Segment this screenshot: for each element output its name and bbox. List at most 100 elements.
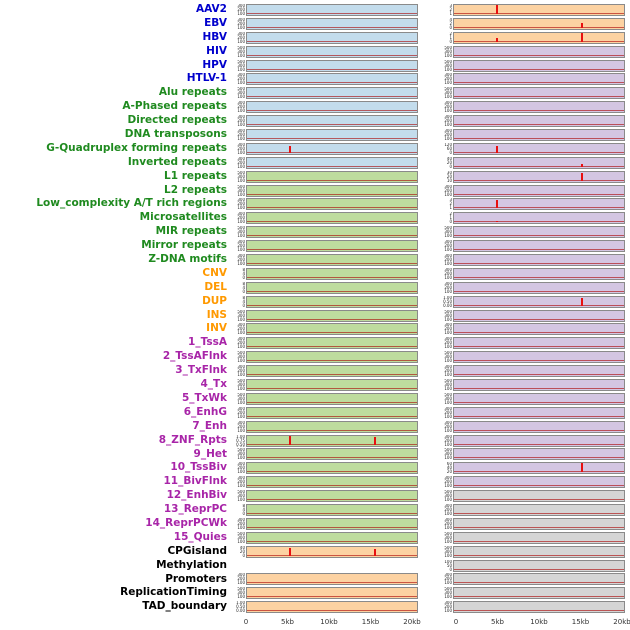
y-axis-ticks-left: 500 300 100	[230, 393, 246, 405]
y-tick-label: 300	[237, 253, 245, 258]
y-tick-label: 300	[237, 493, 245, 499]
y-tick-label: 200	[444, 423, 452, 429]
y-tick-label: 100	[444, 552, 452, 558]
row-label: EBV	[204, 16, 227, 29]
y-tick-label: 0	[449, 24, 452, 30]
y-tick-label: 300	[237, 323, 245, 328]
y-axis-ticks-right: 300 200 100	[418, 365, 453, 377]
y-tick-label: 100	[444, 497, 452, 503]
y-axis-ticks-right: 500 300 100	[418, 310, 453, 322]
zero-baseline	[454, 332, 624, 334]
y-axis-ticks-left: 300 200 100	[230, 337, 246, 349]
y-axis-ticks-right: 300 200 100	[418, 129, 453, 141]
track-panel-right	[453, 462, 625, 475]
zero-baseline	[454, 429, 624, 431]
y-tick-label: 300	[237, 354, 245, 360]
row-label: 2_TssAFlnk	[162, 350, 227, 363]
zero-baseline	[454, 485, 624, 487]
y-tick-label: 500	[237, 170, 245, 175]
y-axis-ticks-left: 1.00 0.50 0.00	[230, 601, 246, 613]
y-tick-label: 300	[444, 354, 452, 360]
y-tick-label: 2	[449, 6, 452, 12]
y-tick-label: 200	[237, 20, 245, 26]
zero-baseline	[247, 137, 417, 139]
row-label: CNV	[202, 266, 227, 279]
track-panel-left	[246, 504, 418, 516]
zero-baseline	[247, 457, 417, 459]
y-tick-label: 0.50	[236, 604, 245, 610]
zero-baseline	[247, 318, 417, 320]
y-axis-ticks-right: 500 300 100	[418, 393, 453, 405]
track-row: ReplicationTiming 500 300 100 500 300 100	[0, 586, 630, 600]
zero-baseline	[247, 332, 417, 334]
zero-baseline	[247, 276, 417, 278]
track-panel-left	[246, 323, 418, 336]
y-tick-label: 500	[237, 309, 245, 314]
y-tick-label: 200	[444, 437, 452, 443]
y-tick-label: 300	[444, 573, 452, 578]
row-label: Low_complexity A/T rich regions	[36, 197, 227, 210]
y-tick-label: 200	[444, 576, 452, 582]
track-row: CPGisland 40 20 0 500 300 100	[0, 545, 630, 559]
y-tick-label: 200	[237, 6, 245, 12]
zero-baseline	[247, 429, 417, 431]
y-tick-label: 500	[237, 59, 245, 64]
y-axis-ticks-right: 300 200 100	[418, 407, 453, 419]
y-tick-label: 300	[237, 173, 245, 179]
y-tick-label: 300	[444, 601, 452, 606]
track-panel-left	[246, 128, 418, 141]
y-tick-label: 300	[237, 31, 245, 36]
y-axis-ticks-right: 500 300 100	[418, 587, 453, 599]
track-panel-right	[453, 587, 625, 600]
zero-baseline	[247, 443, 417, 445]
signal-spike	[580, 297, 583, 306]
zero-baseline	[454, 499, 624, 501]
y-axis-ticks-right: 300 200 100	[418, 115, 453, 127]
y-tick-label: 60	[446, 145, 452, 151]
y-axis-ticks-left: 300 200 100	[230, 407, 246, 419]
y-tick-label: 300	[444, 48, 452, 54]
signal-spike	[495, 200, 498, 209]
y-tick-label: 300	[237, 62, 245, 68]
zero-baseline	[454, 151, 624, 153]
y-tick-label: 300	[444, 406, 452, 411]
y-tick-label: 500	[444, 378, 452, 383]
y-tick-label: 200	[237, 465, 245, 471]
y-tick-label: 4	[242, 507, 245, 512]
y-tick-label: 200	[237, 576, 245, 582]
zero-baseline	[454, 276, 624, 278]
signal-spike	[495, 220, 498, 223]
y-axis-ticks-left: 500 300 100	[230, 310, 246, 322]
y-axis-ticks-left: 500 300 100	[230, 448, 246, 460]
y-tick-label: 300	[444, 128, 452, 133]
zero-baseline	[247, 290, 417, 292]
y-axis-ticks-right: 500 300 100	[418, 490, 453, 502]
track-panel-left	[246, 517, 418, 530]
track-panel-left	[246, 587, 418, 600]
zero-baseline	[454, 610, 624, 612]
y-tick-label: 2	[449, 31, 452, 36]
y-axis-ticks-left: 300 200 100	[230, 462, 246, 474]
y-tick-label: 300	[444, 534, 452, 540]
track-panel-left	[246, 545, 418, 558]
zero-baseline	[454, 401, 624, 403]
y-tick-label: 100	[237, 427, 245, 433]
y-axis-ticks-right: 30 20 10	[418, 171, 453, 183]
y-axis-ticks-left: 500 300 100	[230, 185, 246, 197]
zero-baseline	[247, 12, 417, 14]
y-axis-ticks-right: 500 300 100	[418, 351, 453, 363]
track-row: Microsatellites 300 200 100 2 1 0	[0, 211, 630, 225]
y-tick-label: 60	[446, 462, 452, 467]
y-tick-label: 8	[242, 281, 245, 286]
track-row: DNA transposons 300 200 100 300 200 100	[0, 128, 630, 142]
x-tick-label: 15kb	[571, 618, 590, 626]
y-tick-label: 300	[444, 267, 452, 272]
y-tick-label: 300	[237, 142, 245, 147]
y-tick-label: 0	[449, 149, 452, 155]
signal-spike	[580, 33, 583, 42]
x-tick-label: 20kb	[613, 618, 630, 626]
track-panel-left	[246, 560, 418, 572]
track-panel-right	[453, 17, 625, 30]
